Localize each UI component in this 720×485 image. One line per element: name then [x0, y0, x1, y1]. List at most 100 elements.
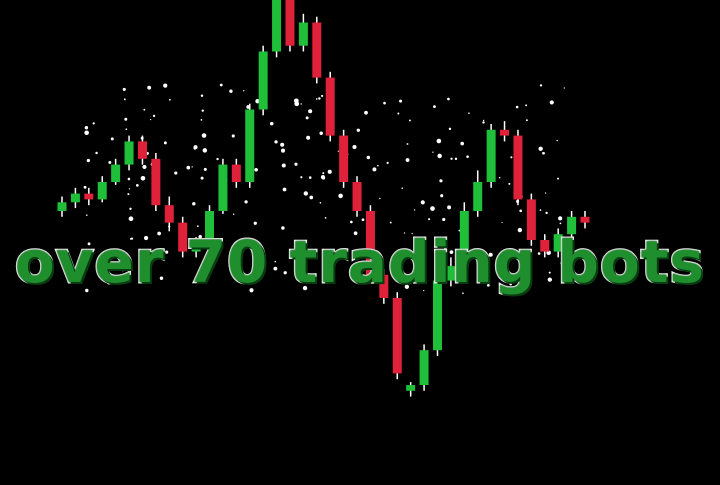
- splatter-speck: [319, 201, 322, 204]
- candle-bullish: [486, 129, 496, 182]
- candle-bullish: [245, 109, 255, 182]
- splatter-speck: [372, 167, 377, 172]
- splatter-speck: [405, 158, 410, 162]
- splatter-speck: [164, 250, 169, 254]
- splatter-speck: [386, 161, 389, 164]
- candle-bullish: [272, 0, 282, 52]
- splatter-speck: [406, 143, 409, 145]
- splatter-speck: [338, 193, 343, 199]
- candle-bearish: [526, 199, 536, 240]
- splatter-speck: [193, 147, 197, 150]
- splatter-speck: [108, 161, 112, 164]
- splatter-speck: [302, 266, 306, 270]
- splatter-speck: [327, 169, 332, 174]
- splatter-speck: [420, 245, 423, 247]
- candle-bullish: [406, 385, 416, 391]
- candle-bullish: [97, 182, 107, 200]
- splatter-speck: [466, 155, 469, 158]
- splatter-speck: [216, 157, 219, 161]
- splatter-speck: [244, 200, 248, 204]
- splatter-speck: [544, 192, 547, 194]
- splatter-speck: [201, 109, 204, 112]
- splatter-speck: [442, 217, 446, 222]
- candle-bullish: [553, 234, 563, 252]
- splatter-speck: [174, 171, 178, 175]
- splatter-speck: [337, 150, 339, 152]
- splatter-speck: [515, 105, 519, 109]
- splatter-speck: [397, 112, 400, 115]
- splatter-speck: [122, 278, 125, 281]
- splatter-speck: [322, 273, 327, 278]
- splatter-speck: [450, 157, 453, 160]
- splatter-speck: [411, 232, 413, 235]
- splatter-speck: [142, 164, 147, 170]
- splatter-speck: [322, 172, 325, 175]
- splatter-speck: [358, 276, 360, 278]
- splatter-speck: [281, 226, 285, 230]
- splatter-speck: [498, 176, 501, 179]
- splatter-speck: [557, 177, 560, 180]
- splatter-speck: [232, 213, 235, 215]
- splatter-speck: [203, 167, 207, 171]
- splatter-speck: [537, 252, 541, 255]
- splatter-speck: [468, 112, 470, 114]
- splatter-speck: [229, 89, 233, 93]
- splatter-speck: [309, 195, 314, 200]
- splatter-speck: [283, 271, 287, 275]
- splatter-speck: [399, 99, 403, 103]
- splatter-speck: [269, 121, 274, 126]
- splatter-speck: [482, 261, 485, 263]
- splatter-speck: [86, 158, 91, 163]
- candle-bearish: [352, 182, 362, 211]
- splatter-speck: [274, 140, 278, 144]
- splatter-speck: [106, 279, 112, 285]
- splatter-speck: [560, 261, 565, 266]
- splatter-speck: [143, 108, 146, 111]
- splatter-speck: [356, 128, 360, 132]
- splatter-speck: [231, 134, 235, 138]
- candles-group: [57, 0, 590, 397]
- splatter-speck: [280, 142, 285, 147]
- splatter-speck: [198, 234, 202, 239]
- splatter-speck: [305, 266, 307, 268]
- splatter-speck: [302, 285, 308, 291]
- splatter-speck: [315, 98, 318, 100]
- splatter-speck: [548, 271, 551, 274]
- splatter-speck: [539, 84, 543, 87]
- candle-bearish: [339, 135, 349, 182]
- candle-bearish: [285, 0, 295, 46]
- candle-bullish: [432, 280, 442, 351]
- splatter-speck: [303, 191, 309, 196]
- splatter-speck: [147, 85, 152, 90]
- candle-bullish: [459, 211, 469, 267]
- candle-bullish: [124, 141, 134, 165]
- splatter-speck: [127, 193, 130, 196]
- splatter-speck: [404, 284, 410, 289]
- splatter-speck: [255, 99, 260, 104]
- splatter-speck: [85, 288, 89, 293]
- splatter-speck: [84, 130, 89, 136]
- splatter-speck: [449, 250, 454, 255]
- candle-bullish: [473, 182, 483, 211]
- splatter-speck: [364, 110, 368, 115]
- splatter-speck: [121, 267, 125, 272]
- splatter-speck: [168, 98, 171, 101]
- splatter-speck: [201, 133, 207, 138]
- candle-bearish: [365, 211, 375, 275]
- splatter-speck: [509, 282, 512, 286]
- splatter-speck: [130, 237, 134, 240]
- splatter-speck: [563, 87, 565, 89]
- splatter-speck: [122, 87, 126, 91]
- splatter-decoration: [83, 83, 565, 294]
- splatter-speck: [454, 157, 458, 161]
- candle-bearish: [151, 158, 161, 206]
- splatter-speck: [525, 119, 528, 122]
- splatter-speck: [389, 221, 392, 224]
- candle-bearish: [513, 135, 523, 200]
- splatter-speck: [321, 176, 326, 180]
- splatter-speck: [428, 218, 431, 221]
- candle-bullish: [191, 245, 201, 252]
- candle-bearish: [580, 216, 590, 223]
- splatter-speck: [319, 131, 323, 136]
